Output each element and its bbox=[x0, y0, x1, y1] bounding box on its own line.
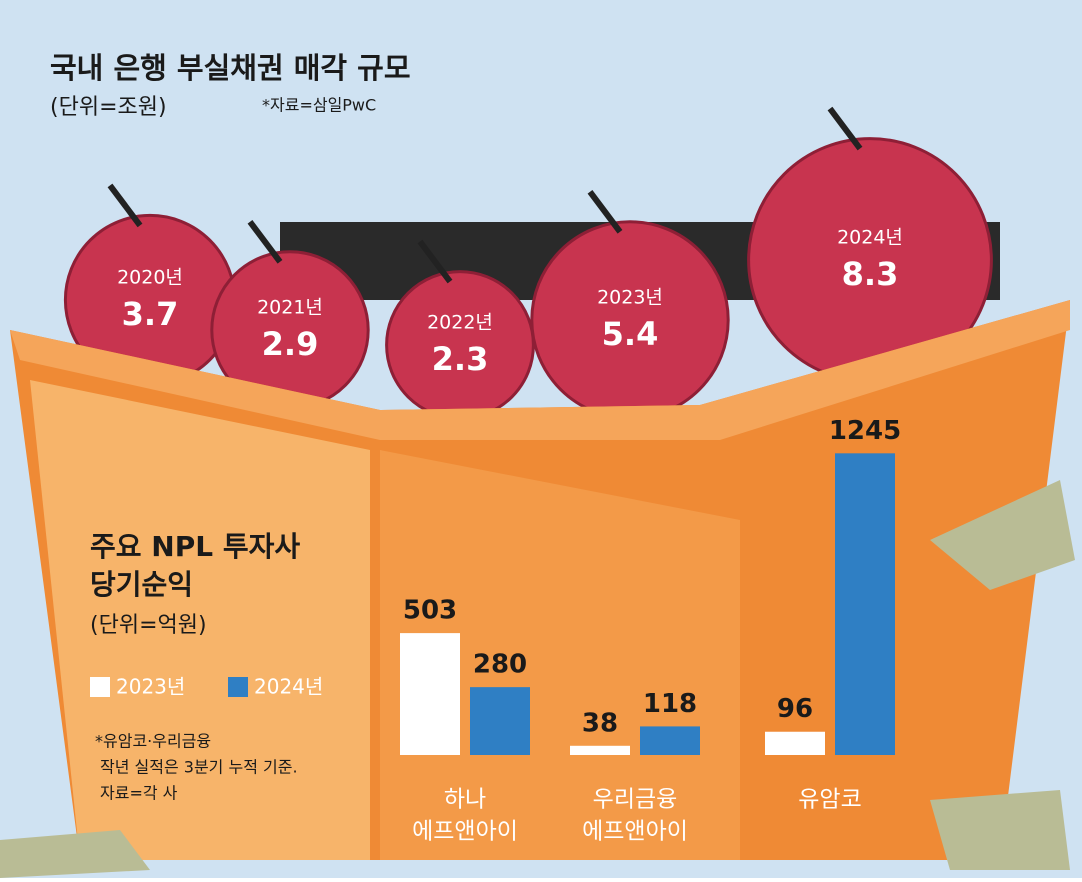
apple-label: 2020년 bbox=[117, 267, 183, 289]
apple-label: 2023년 bbox=[597, 287, 663, 309]
stem bbox=[247, 220, 283, 264]
legend-label: 2023년 bbox=[116, 675, 185, 699]
stem bbox=[827, 106, 863, 151]
bar bbox=[470, 687, 530, 755]
x-tick-label: 에프앤아이 bbox=[412, 819, 518, 845]
bar bbox=[640, 726, 700, 755]
apple-value: 8.3 bbox=[842, 255, 899, 293]
x-tick-label: 유암코 bbox=[798, 787, 861, 813]
apple-label: 2024년 bbox=[837, 227, 903, 249]
leaf bbox=[0, 830, 150, 878]
basket-panel bbox=[30, 380, 370, 860]
apple-value: 2.9 bbox=[262, 325, 319, 363]
value-label: 280 bbox=[473, 650, 527, 680]
x-tick-label: 하나 bbox=[444, 787, 486, 813]
basket-panel bbox=[380, 450, 740, 860]
value-label: 503 bbox=[403, 596, 457, 626]
unit: (단위=조원) bbox=[50, 95, 167, 120]
bar bbox=[570, 745, 630, 755]
basket-rim bbox=[10, 300, 1070, 440]
note: *유암코·우리금융 bbox=[95, 732, 211, 751]
apple-value: 5.4 bbox=[602, 315, 659, 353]
value-label: 38 bbox=[582, 708, 618, 738]
leaf bbox=[930, 790, 1070, 870]
stem bbox=[417, 239, 453, 284]
bar bbox=[765, 731, 825, 755]
apple-value: 3.7 bbox=[122, 295, 179, 333]
apple-label: 2022년 bbox=[427, 312, 493, 334]
source: *자료=삼일PwC bbox=[262, 96, 376, 115]
apple-value: 2.3 bbox=[432, 340, 489, 378]
value-label: 118 bbox=[643, 689, 697, 719]
note: 자료=각 사 bbox=[100, 784, 178, 803]
apple-label: 2021년 bbox=[257, 297, 323, 319]
note: 작년 실적은 3분기 누적 기준. bbox=[100, 758, 298, 777]
title: 국내 은행 부실채권 매각 규모 bbox=[50, 51, 411, 85]
bar bbox=[400, 633, 460, 755]
legend-label: 2024년 bbox=[254, 675, 323, 699]
stem bbox=[587, 190, 623, 234]
bar bbox=[835, 453, 895, 755]
bar-title: 당기순익 bbox=[90, 568, 193, 601]
bar-unit: (단위=억원) bbox=[90, 613, 207, 638]
apples bbox=[63, 106, 993, 420]
leaf bbox=[930, 480, 1075, 590]
bar-title: 주요 NPL 투자사 bbox=[90, 530, 300, 563]
legend-swatch bbox=[228, 677, 248, 697]
value-label: 1245 bbox=[829, 416, 901, 446]
x-tick-label: 우리금융 bbox=[593, 787, 678, 813]
value-label: 96 bbox=[777, 694, 813, 724]
stem bbox=[107, 183, 143, 228]
x-tick-label: 에프앤아이 bbox=[582, 819, 688, 845]
legend-swatch bbox=[90, 677, 110, 697]
